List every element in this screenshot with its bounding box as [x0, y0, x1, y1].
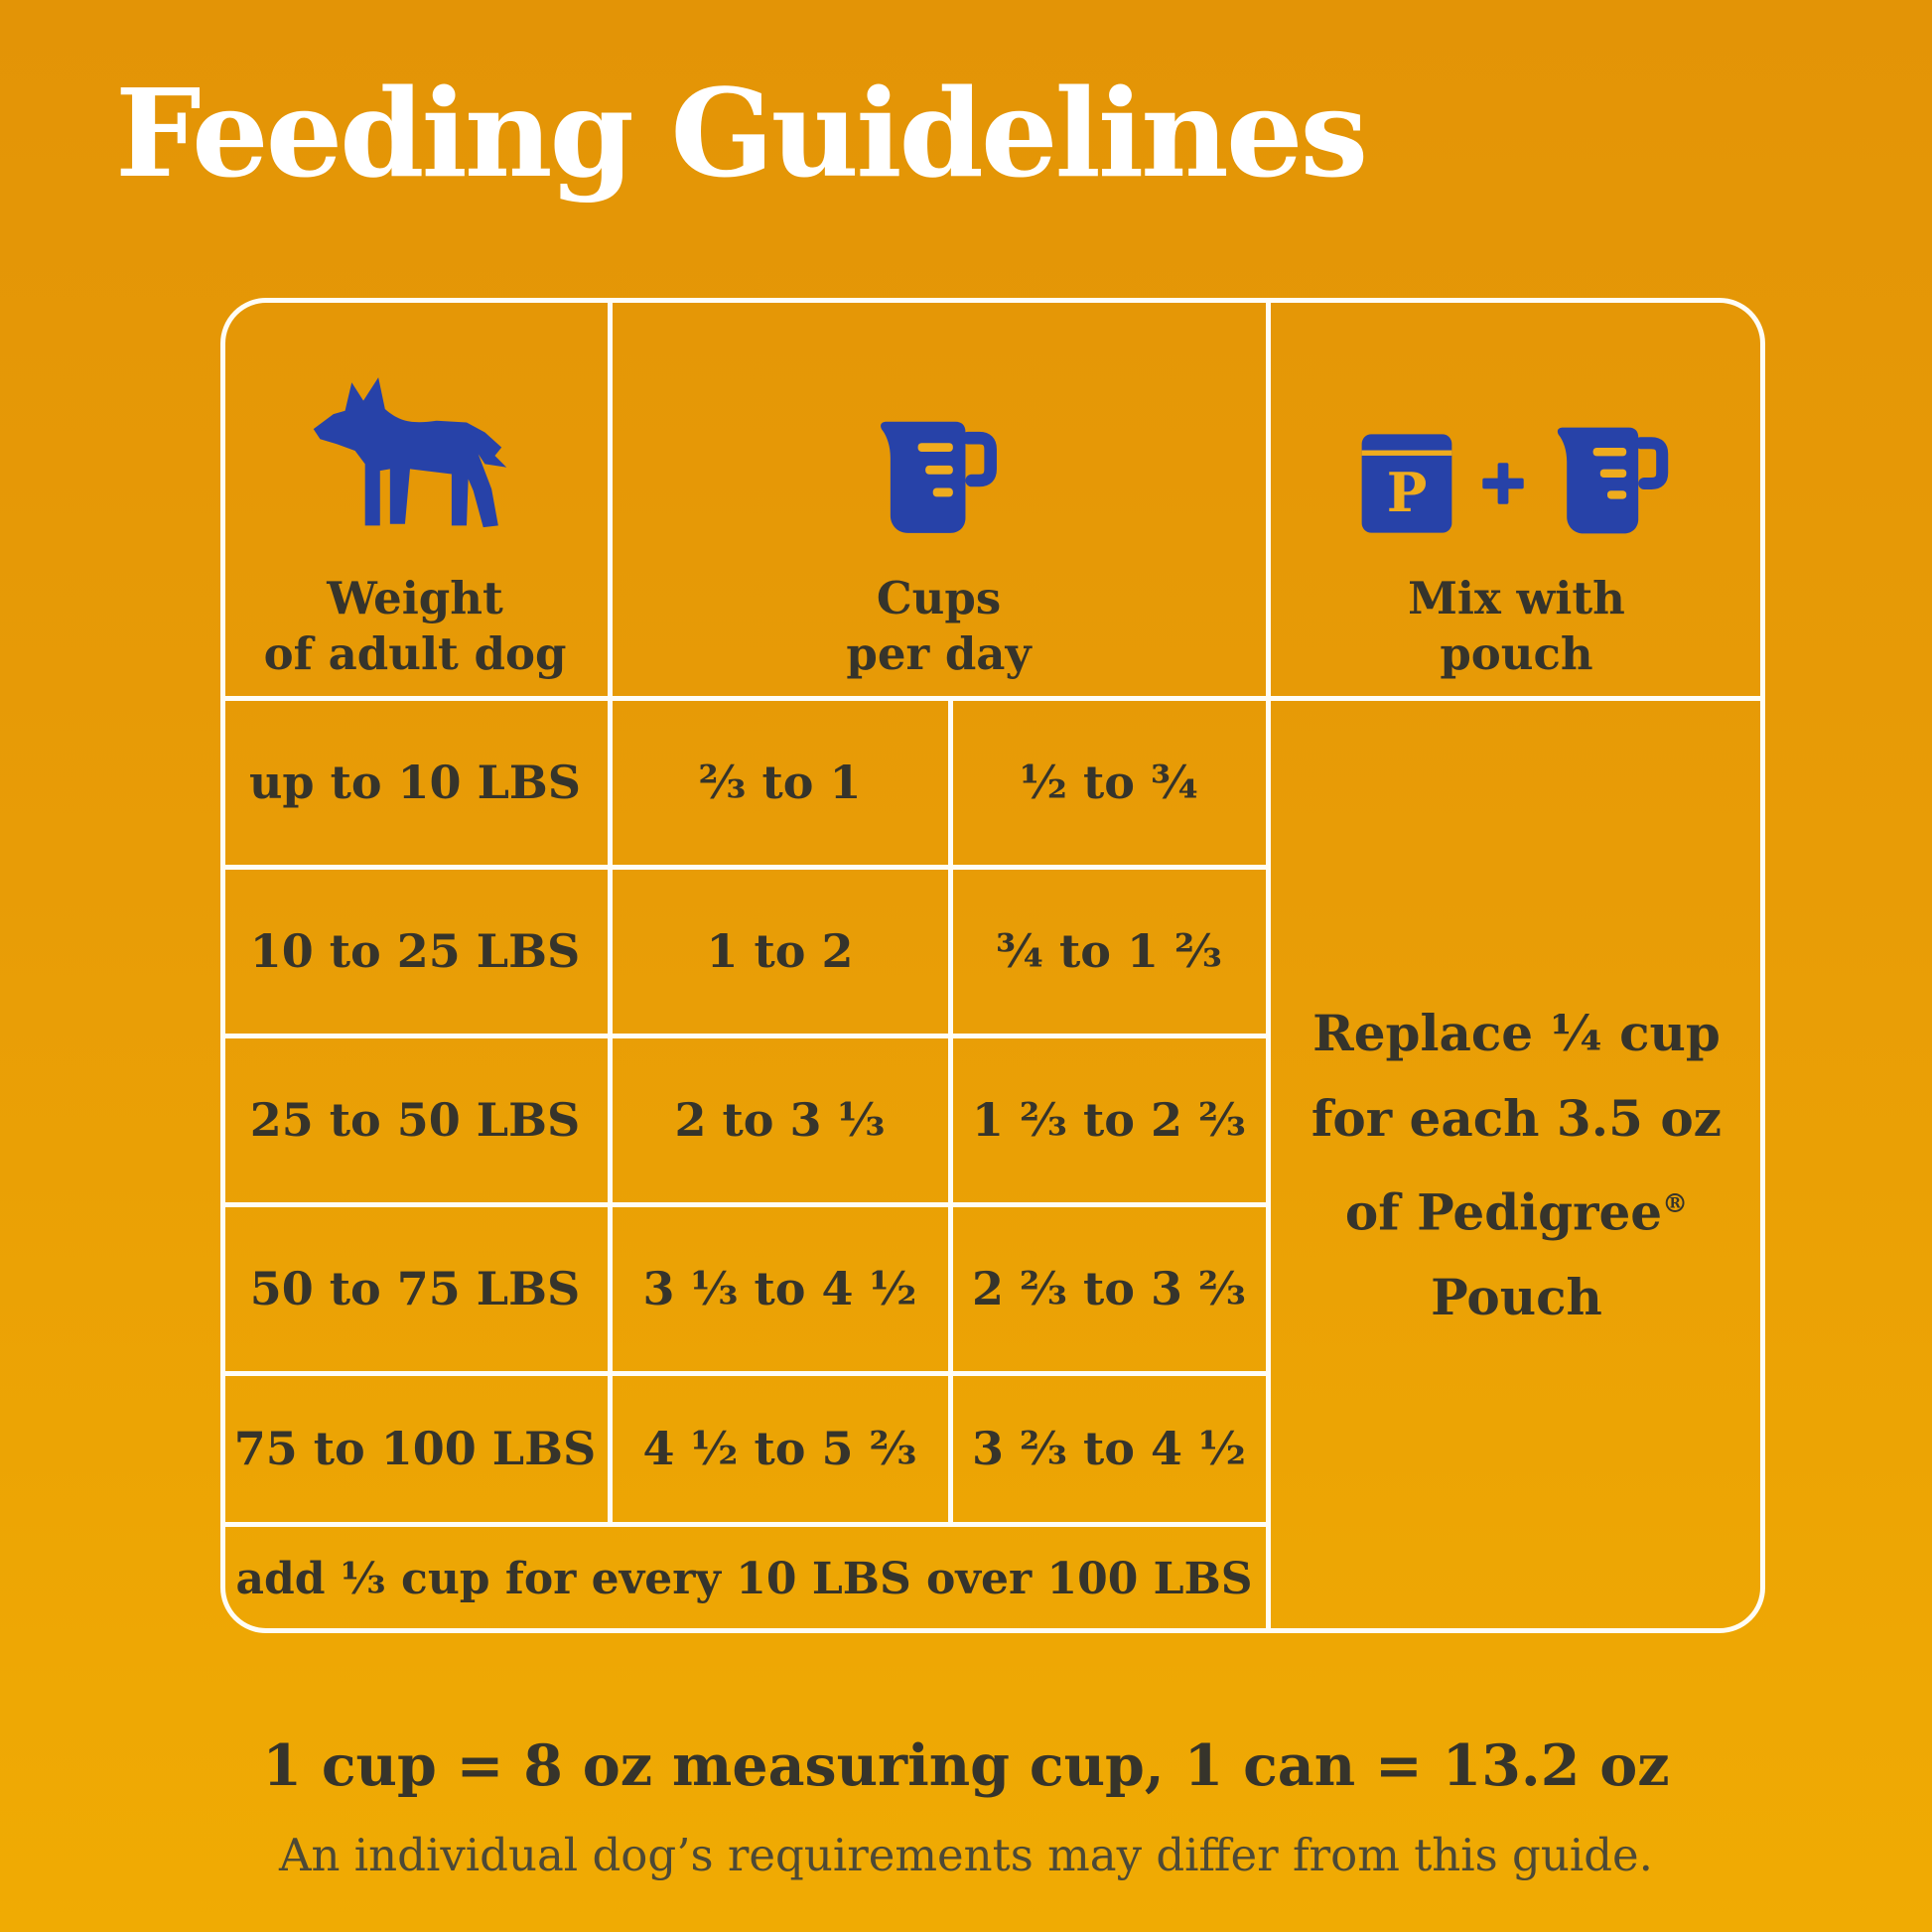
- weight-cell: up to 10 LBS: [248, 756, 582, 809]
- page-title: Feeding Guidelines: [115, 62, 1368, 205]
- measuring-cup-icon: [880, 421, 997, 533]
- mix-note-line: of Pedigree®: [1344, 1182, 1689, 1242]
- conversion-note: 1 cup = 8 oz measuring cup, 1 can = 13.2…: [262, 1732, 1670, 1799]
- cups-mixed-cell: ¹⁄₂ to ³⁄₄: [1020, 756, 1198, 809]
- cups-dry-cell: 2 to 3 ¹⁄₃: [674, 1093, 886, 1147]
- cups-dry-cell: 4 ¹⁄₂ to 5 ²⁄₃: [642, 1422, 917, 1475]
- header-weight-column: Weight of adult dog: [220, 298, 610, 698]
- cups-mixed-cell: ³⁄₄ to 1 ²⁄₃: [996, 924, 1222, 978]
- mix-column-label: Mix with pouch: [1408, 572, 1625, 680]
- gridline-header-bottom: [220, 696, 1765, 701]
- gridline-row3: [220, 1202, 1268, 1207]
- registered-mark: ®: [1662, 1188, 1689, 1219]
- footer-note: add ¹⁄₃ cup for every 10 LBS over 100 LB…: [235, 1553, 1253, 1604]
- pouch-plus-cup-icon: P: [1353, 424, 1681, 543]
- gridline-row2: [220, 1034, 1268, 1038]
- plus-icon: [1481, 463, 1524, 504]
- cups-dry-cell: 3 ¹⁄₃ to 4 ¹⁄₂: [642, 1262, 917, 1315]
- cups-dry-cell: ²⁄₃ to 1: [698, 756, 862, 809]
- feeding-table-border: [220, 298, 1765, 1633]
- disclaimer-note: An individual dog’s requirements may dif…: [279, 1829, 1653, 1881]
- svg-text:P: P: [1386, 461, 1427, 524]
- gridline-row5: [220, 1522, 1268, 1527]
- weight-cell: 25 to 50 LBS: [249, 1093, 581, 1147]
- mix-note-line: Replace ¼ cup: [1312, 1003, 1721, 1062]
- cups-mixed-cell: 3 ²⁄₃ to 4 ¹⁄₂: [972, 1422, 1246, 1475]
- weight-cell: 50 to 75 LBS: [249, 1262, 581, 1315]
- gridline-col2-split: [948, 698, 953, 1526]
- cups-mixed-cell: 2 ²⁄₃ to 3 ²⁄₃: [972, 1262, 1246, 1315]
- gridline-col1: [608, 298, 613, 1526]
- cups-dry-cell: 1 to 2: [706, 924, 854, 978]
- mix-cup-icon: [1557, 427, 1668, 534]
- pouch-icon: P: [1361, 434, 1451, 533]
- gridline-col3: [1266, 298, 1271, 1633]
- gridline-row4: [220, 1371, 1268, 1376]
- weight-cell: 10 to 25 LBS: [249, 924, 581, 978]
- cups-mixed-cell: 1 ²⁄₃ to 2 ²⁄₃: [972, 1093, 1246, 1147]
- gridline-row1: [220, 865, 1268, 870]
- mix-note: Replace ¼ cup for each 3.5 oz of Pedigre…: [1268, 698, 1765, 1633]
- header-mix-column: P Mix with pouch: [1268, 298, 1765, 698]
- dog-icon: [313, 377, 507, 528]
- header-cups-column: Cups per day: [610, 298, 1268, 698]
- mix-note-line: Pouch: [1431, 1268, 1602, 1327]
- weight-column-label: Weight of adult dog: [263, 572, 567, 680]
- cups-column-label: Cups per day: [846, 572, 1032, 680]
- mix-note-line: for each 3.5 oz: [1311, 1088, 1723, 1148]
- weight-cell: 75 to 100 LBS: [233, 1422, 597, 1475]
